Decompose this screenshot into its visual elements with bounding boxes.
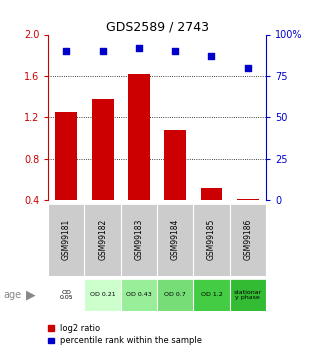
Text: OD 0.7: OD 0.7 xyxy=(164,293,186,297)
Title: GDS2589 / 2743: GDS2589 / 2743 xyxy=(105,20,209,33)
Bar xyxy=(230,204,266,276)
Bar xyxy=(121,279,157,311)
Bar xyxy=(201,188,222,200)
Bar xyxy=(55,112,77,200)
Bar xyxy=(157,279,193,311)
Bar xyxy=(48,279,85,311)
Bar xyxy=(85,279,121,311)
Text: GSM99182: GSM99182 xyxy=(98,219,107,260)
Text: OD
0.05: OD 0.05 xyxy=(59,289,73,300)
Text: stationar
y phase: stationar y phase xyxy=(234,289,262,300)
Text: OD 0.43: OD 0.43 xyxy=(126,293,152,297)
Text: GSM99184: GSM99184 xyxy=(171,219,180,260)
Text: log2 ratio: log2 ratio xyxy=(60,324,100,333)
Text: ▶: ▶ xyxy=(26,288,36,302)
Bar xyxy=(128,74,150,200)
Bar xyxy=(230,279,266,311)
Bar xyxy=(85,204,121,276)
Bar xyxy=(164,130,186,200)
Bar xyxy=(193,204,230,276)
Point xyxy=(245,65,250,70)
Point xyxy=(64,48,69,54)
Bar xyxy=(237,199,259,200)
Text: GSM99186: GSM99186 xyxy=(243,219,252,260)
Text: age: age xyxy=(3,290,21,300)
Text: GSM99181: GSM99181 xyxy=(62,219,71,260)
Text: OD 1.2: OD 1.2 xyxy=(201,293,222,297)
Bar xyxy=(92,99,114,200)
Text: percentile rank within the sample: percentile rank within the sample xyxy=(60,336,202,345)
Point xyxy=(173,48,178,54)
Bar xyxy=(193,279,230,311)
Text: GSM99185: GSM99185 xyxy=(207,219,216,260)
Bar xyxy=(121,204,157,276)
Text: GSM99183: GSM99183 xyxy=(134,219,143,260)
Point xyxy=(209,53,214,59)
Text: OD 0.21: OD 0.21 xyxy=(90,293,115,297)
Point xyxy=(137,45,142,50)
Point xyxy=(100,48,105,54)
Bar xyxy=(48,204,85,276)
Bar xyxy=(157,204,193,276)
